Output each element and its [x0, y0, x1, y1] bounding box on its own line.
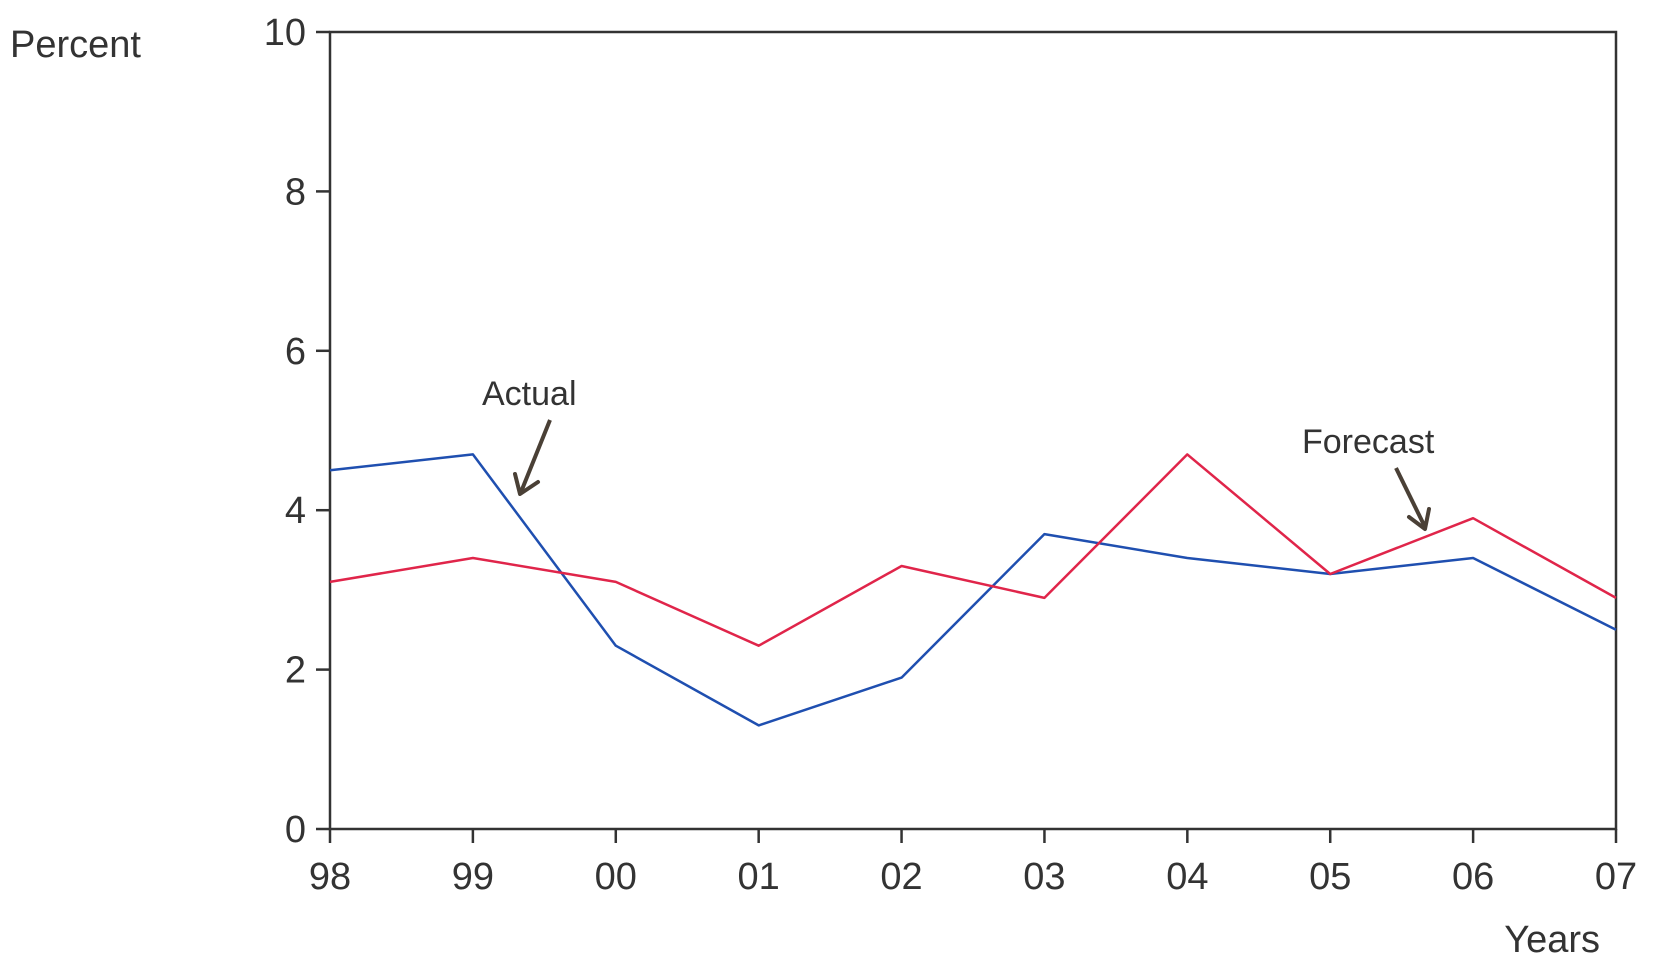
series-line-actual	[329, 453, 1617, 727]
y-tick-label: 10	[264, 12, 306, 54]
annotation-actual: Actual	[482, 375, 577, 496]
y-axis-ticks: 0 2 4 6 8 10	[264, 12, 330, 851]
x-tick-label: 07	[1595, 856, 1637, 898]
annotation-actual-arrowhead	[513, 472, 540, 496]
x-tick-label: 02	[880, 856, 922, 898]
annotation-forecast: Forecast	[1302, 423, 1435, 531]
x-tick-label: 00	[595, 856, 637, 898]
plot-frame	[328, 30, 1618, 831]
x-tick-label: 05	[1309, 856, 1351, 898]
annotation-actual-label: Actual	[482, 375, 577, 413]
x-tick-label: 03	[1023, 856, 1065, 898]
x-tick-label: 99	[452, 856, 494, 898]
y-tick-label: 4	[285, 490, 306, 532]
y-tick-label: 0	[285, 809, 306, 851]
annotation-forecast-arrow	[1394, 467, 1427, 528]
annotation-forecast-arrowhead	[1407, 507, 1431, 531]
x-tick-label: 98	[309, 856, 351, 898]
x-axis-ticks: 98 99 00 01 02 03 04 05 06 07	[309, 829, 1637, 898]
x-tick-label: 06	[1452, 856, 1494, 898]
series-layer	[329, 453, 1617, 727]
x-axis-title: Years	[1504, 919, 1600, 960]
y-tick-label: 8	[285, 171, 306, 213]
y-axis-title: Percent	[10, 24, 141, 66]
y-tick-label: 2	[285, 650, 306, 692]
series-line-forecast	[329, 453, 1617, 647]
x-tick-label: 04	[1166, 856, 1208, 898]
x-tick-label: 01	[738, 856, 780, 898]
y-tick-label: 6	[285, 331, 306, 373]
annotation-forecast-label: Forecast	[1302, 423, 1435, 461]
annotation-actual-arrow	[519, 419, 552, 493]
